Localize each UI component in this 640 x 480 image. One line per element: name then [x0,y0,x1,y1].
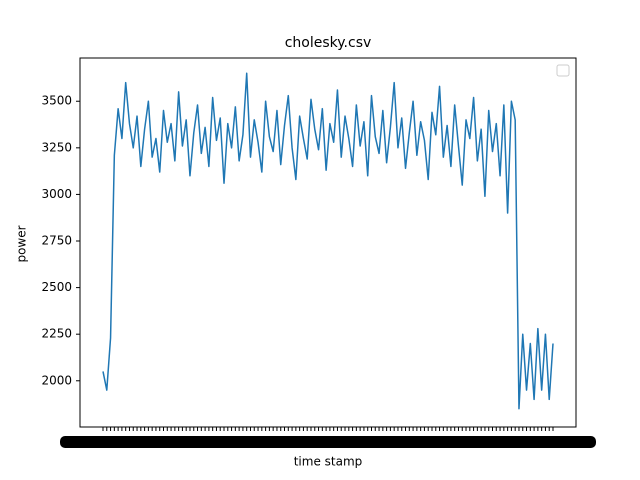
y-tick-label: 2000 [41,373,72,387]
x-axis-label: time stamp [294,455,363,469]
y-tick-label: 2250 [41,327,72,341]
x-tick-labels-overlap [60,436,596,448]
line [102,72,554,410]
y-tick-label: 2750 [41,234,72,248]
y-tick-label: 3500 [41,94,72,108]
legend [556,64,570,77]
y-tick-label: 3250 [41,140,72,154]
y-tick-label: 2500 [41,280,72,294]
chart-title: cholesky.csv [285,35,372,51]
y-tick-label: 3000 [41,187,72,201]
y-axis-label: power [15,225,29,262]
plot-frame [79,57,577,428]
